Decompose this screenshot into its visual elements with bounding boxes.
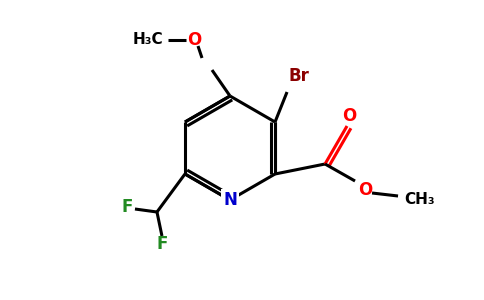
Text: F: F — [156, 235, 167, 253]
Text: N: N — [223, 191, 237, 209]
Text: O: O — [358, 181, 372, 199]
Text: Br: Br — [288, 67, 309, 85]
Text: O: O — [187, 31, 201, 49]
Text: O: O — [342, 107, 356, 125]
Text: CH₃: CH₃ — [405, 193, 435, 208]
Text: H₃C: H₃C — [133, 32, 163, 47]
Text: F: F — [121, 198, 133, 216]
